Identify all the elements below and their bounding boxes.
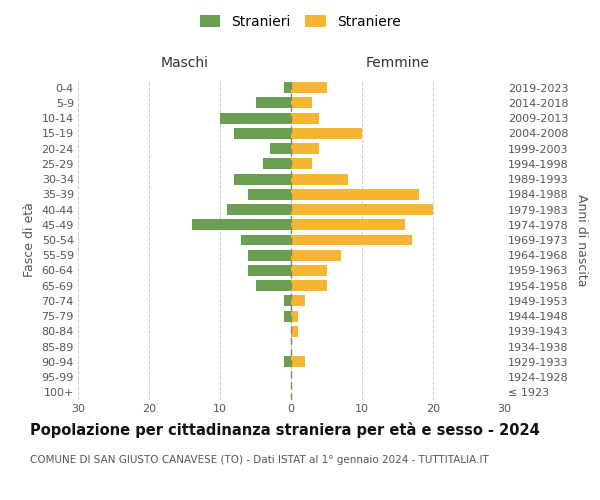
Bar [234, 128, 291, 139]
Text: Maschi: Maschi [161, 56, 209, 70]
Bar [256, 280, 291, 291]
Bar [291, 174, 348, 184]
Bar [234, 174, 291, 184]
Bar [291, 204, 433, 215]
Bar [291, 310, 298, 322]
Text: Femmine: Femmine [365, 56, 430, 70]
Bar [291, 296, 305, 306]
Bar [284, 356, 291, 368]
Bar [248, 189, 291, 200]
Bar [291, 280, 326, 291]
Bar [291, 143, 319, 154]
Bar [284, 82, 291, 93]
Bar [284, 310, 291, 322]
Text: COMUNE DI SAN GIUSTO CANAVESE (TO) - Dati ISTAT al 1° gennaio 2024 - TUTTITALIA.: COMUNE DI SAN GIUSTO CANAVESE (TO) - Dat… [30, 455, 489, 465]
Bar [263, 158, 291, 170]
Bar [291, 250, 341, 260]
Bar [291, 326, 298, 337]
Bar [248, 250, 291, 260]
Y-axis label: Anni di nascita: Anni di nascita [575, 194, 589, 286]
Bar [284, 296, 291, 306]
Bar [220, 112, 291, 124]
Bar [291, 98, 313, 108]
Bar [291, 220, 404, 230]
Bar [291, 356, 305, 368]
Legend: Stranieri, Straniere: Stranieri, Straniere [194, 10, 406, 34]
Text: Popolazione per cittadinanza straniera per età e sesso - 2024: Popolazione per cittadinanza straniera p… [30, 422, 540, 438]
Bar [241, 234, 291, 246]
Bar [291, 265, 326, 276]
Bar [291, 82, 326, 93]
Bar [256, 98, 291, 108]
Bar [191, 220, 291, 230]
Y-axis label: Fasce di età: Fasce di età [23, 202, 36, 278]
Bar [227, 204, 291, 215]
Bar [291, 234, 412, 246]
Bar [248, 265, 291, 276]
Bar [291, 158, 313, 170]
Bar [291, 128, 362, 139]
Bar [291, 112, 319, 124]
Bar [291, 189, 419, 200]
Bar [270, 143, 291, 154]
